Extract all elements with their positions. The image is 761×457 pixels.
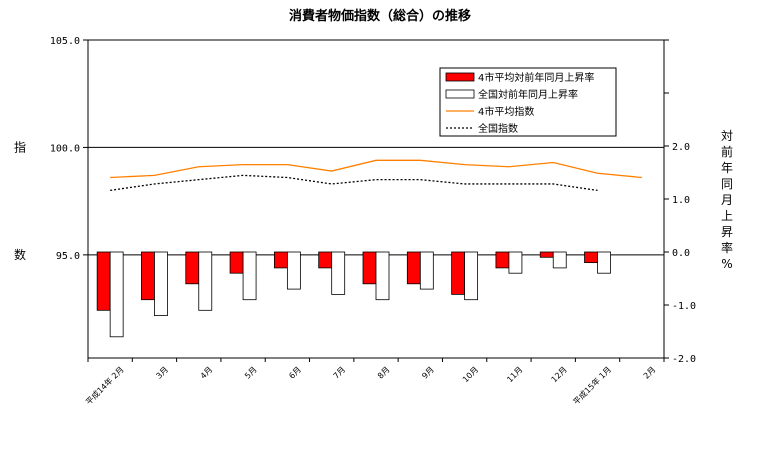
line-national-index <box>110 174 598 192</box>
right-axis-label-char: 昇 <box>721 225 733 239</box>
left-axis-label-char: 数 <box>14 247 26 262</box>
left-tick-label: 100.0 <box>50 143 80 154</box>
bar-national <box>331 251 346 295</box>
bar-4city <box>141 251 155 301</box>
right-axis-label-char: 上 <box>721 209 733 223</box>
x-tick-label: 6月 <box>287 365 303 381</box>
bar-4city <box>584 251 598 264</box>
bar-4city <box>273 251 288 269</box>
right-axis-label-char: % <box>721 257 732 271</box>
bar-4city <box>318 251 333 269</box>
legend-label: 4市平均指数 <box>478 105 534 118</box>
right-tick-label: 0.0 <box>672 248 690 259</box>
right-axis-label-char: 月 <box>721 193 733 207</box>
bar-national <box>286 251 301 290</box>
x-tick-label: 2月 <box>642 365 658 381</box>
legend-swatch-national-rate <box>445 89 475 99</box>
bar-national <box>597 251 611 274</box>
bar-national <box>154 251 168 316</box>
legend-swatch-4city-rate <box>445 72 475 82</box>
x-axis: 平成14年 2月 3月 4月 5月 6月 7月 8月 9月 10月 11月 12月 平成15年 1月 2… <box>83 358 665 407</box>
lines <box>110 159 642 192</box>
bar-4city <box>96 251 111 311</box>
bar-4city <box>185 251 200 285</box>
right-tick-label: 1.0 <box>672 195 690 206</box>
bar-national <box>242 251 257 301</box>
x-tick-label: 11月 <box>505 365 524 384</box>
right-axis-label-char: 同 <box>721 177 733 191</box>
chart-title: 消費者物価指数（総合）の推移 <box>289 8 471 24</box>
right-axis-label-char: 率 <box>721 240 733 255</box>
x-tick-label: 9月 <box>420 365 436 381</box>
x-tick-label: 平成14年 2月 <box>83 364 125 406</box>
x-tick-label: 3月 <box>154 365 170 381</box>
left-tick-label: 95.0 <box>56 251 80 262</box>
x-tick-label: 8月 <box>376 365 392 381</box>
left-axis: 105.0 100.0 95.0 指数 <box>14 36 88 262</box>
legend-label: 全国指数 <box>478 122 518 135</box>
x-tick-label: 4月 <box>199 365 215 381</box>
bar-4city <box>539 251 554 258</box>
bar-national <box>464 251 479 301</box>
x-tick-label: 5月 <box>243 365 259 381</box>
legend-label: 4市平均対前年同月上昇率 <box>478 71 594 84</box>
left-tick-label: 105.0 <box>50 36 80 47</box>
right-axis: 2.0 1.0 0.0 -1.0 -2.0 対前年同月上昇率% <box>664 39 733 365</box>
right-tick-label: -1.0 <box>672 301 696 312</box>
bar-national <box>109 251 124 338</box>
bar-national <box>419 251 434 290</box>
bar-national <box>375 251 390 301</box>
bar-4city <box>362 251 377 285</box>
x-tick-label: 平成15年 1月 <box>571 364 613 406</box>
bar-national <box>508 251 523 274</box>
x-tick-label: 7月 <box>332 365 348 381</box>
right-tick-label: 2.0 <box>672 142 690 153</box>
bar-4city <box>229 251 244 274</box>
x-tick-label: 12月 <box>550 365 569 384</box>
right-tick-label: -2.0 <box>672 354 696 365</box>
right-axis-label-char: 前 <box>721 144 733 159</box>
bar-national <box>552 251 567 269</box>
bar-national <box>198 251 213 311</box>
line-4city-index <box>110 159 642 179</box>
legend-label: 全国対前年同月上昇率 <box>478 88 578 101</box>
right-axis-label-char: 年 <box>721 161 733 175</box>
right-axis-label-char: 対 <box>721 129 733 143</box>
x-tick-label: 10月 <box>461 365 480 384</box>
bar-4city <box>451 251 466 295</box>
bars <box>96 251 611 338</box>
bar-4city <box>495 251 510 269</box>
left-axis-label-char: 指 <box>14 139 26 154</box>
bar-4city <box>406 251 421 285</box>
